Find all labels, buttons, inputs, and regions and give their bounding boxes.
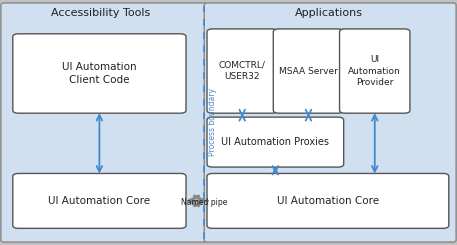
FancyBboxPatch shape: [207, 29, 277, 113]
FancyBboxPatch shape: [13, 34, 186, 113]
Text: UI Automation
Client Code: UI Automation Client Code: [62, 62, 137, 85]
Text: UI
Automation
Provider: UI Automation Provider: [348, 55, 401, 87]
FancyBboxPatch shape: [273, 29, 344, 113]
FancyBboxPatch shape: [340, 29, 410, 113]
Text: Named pipe: Named pipe: [181, 198, 228, 207]
FancyBboxPatch shape: [13, 173, 186, 228]
Text: Accessibility Tools: Accessibility Tools: [51, 9, 150, 18]
FancyBboxPatch shape: [207, 117, 344, 167]
Text: UI Automation Core: UI Automation Core: [48, 196, 150, 206]
Text: UI Automation Core: UI Automation Core: [277, 196, 379, 206]
FancyBboxPatch shape: [207, 173, 449, 228]
Text: UI Automation Proxies: UI Automation Proxies: [221, 137, 329, 147]
FancyBboxPatch shape: [204, 3, 456, 242]
Text: Applications: Applications: [295, 9, 363, 18]
Text: COMCTRL/
USER32: COMCTRL/ USER32: [219, 61, 266, 81]
Text: MSAA Server: MSAA Server: [279, 67, 338, 75]
Text: Process boundary: Process boundary: [208, 88, 217, 157]
FancyBboxPatch shape: [1, 3, 207, 242]
